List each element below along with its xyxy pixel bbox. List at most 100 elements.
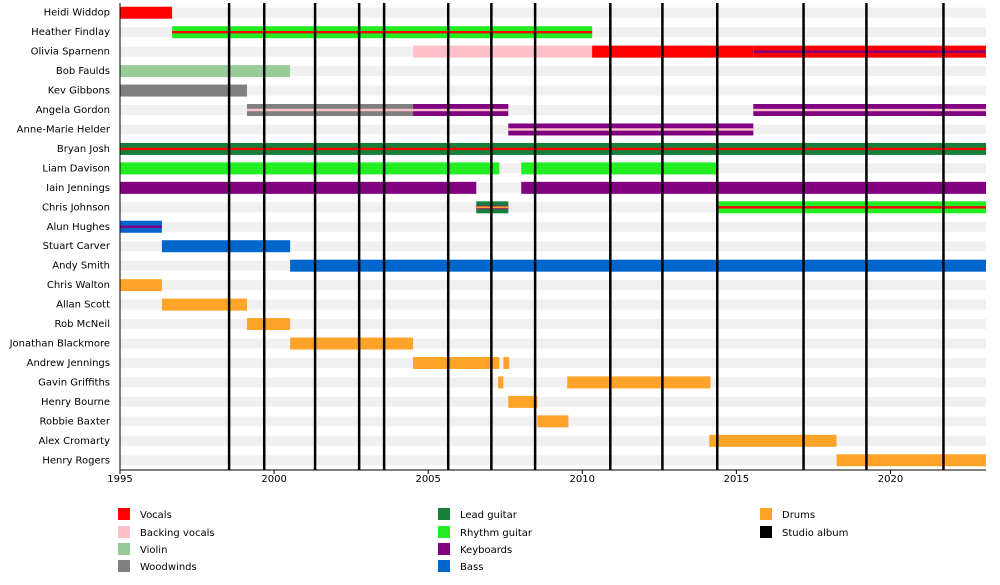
membership-bar	[120, 6, 173, 19]
member-name: Olivia Sparnenn	[31, 47, 110, 58]
member-name: Liam Davison	[42, 163, 110, 174]
role-stripe	[836, 454, 986, 467]
role-stripe	[120, 84, 247, 97]
member-name: Heidi Widdop	[44, 8, 110, 19]
role-stripe	[753, 108, 986, 112]
membership-bar	[120, 181, 477, 194]
row-background	[120, 241, 986, 252]
membership-bar	[120, 84, 247, 97]
role-stripe	[521, 162, 718, 175]
membership-bar	[413, 104, 509, 117]
role-stripe	[753, 50, 986, 53]
member-name: Stuart Carver	[43, 241, 111, 252]
role-stripe	[120, 162, 500, 175]
row-background	[120, 7, 986, 18]
x-tick-label: 2010	[570, 474, 595, 485]
role-stripe	[717, 206, 986, 209]
x-tick-label: 2005	[415, 474, 440, 485]
legend-label: Backing vocals	[140, 528, 215, 539]
member-name: Gavin Griffiths	[38, 377, 110, 388]
role-stripe	[498, 376, 504, 389]
membership-bar	[120, 142, 986, 155]
member-name: Allan Scott	[56, 300, 110, 311]
membership-bar	[753, 45, 986, 58]
member-name: Heather Findlay	[31, 27, 110, 38]
role-stripe	[120, 279, 162, 292]
membership-bar	[508, 123, 754, 136]
member-name: Angela Gordon	[36, 105, 110, 116]
member-name: Henry Bourne	[41, 397, 110, 408]
role-stripe	[246, 108, 414, 112]
member-name: Chris Johnson	[42, 202, 110, 213]
membership-bar	[161, 298, 247, 311]
legend-label: Keyboards	[460, 545, 512, 556]
member-name: Anne-Marie Helder	[17, 124, 111, 135]
member-name: Jonathan Blackmore	[9, 339, 110, 350]
membership-bar	[290, 337, 414, 350]
row-background	[120, 221, 986, 232]
member-name: Iain Jennings	[46, 183, 110, 194]
legend-swatch	[438, 543, 450, 555]
legend-swatch	[438, 560, 450, 572]
role-stripe	[508, 395, 538, 408]
membership-bar	[120, 279, 162, 292]
row-background	[120, 455, 986, 466]
role-stripe	[413, 356, 500, 369]
legend-label: Lead guitar	[460, 510, 518, 521]
role-stripe	[508, 128, 754, 131]
membership-bar	[161, 240, 291, 253]
row-background	[120, 396, 986, 407]
membership-bar	[717, 201, 986, 214]
membership-bar	[521, 181, 986, 194]
row-background	[120, 105, 986, 116]
row-background	[120, 299, 986, 310]
role-stripe	[120, 65, 291, 78]
role-stripe	[521, 181, 986, 194]
role-stripe	[537, 415, 569, 428]
membership-bar	[753, 104, 986, 117]
legend-label: Rhythm guitar	[460, 528, 533, 539]
row-background	[120, 338, 986, 349]
x-tick-label: 2000	[261, 474, 286, 485]
membership-bar	[413, 45, 593, 58]
member-name: Bob Faulds	[56, 66, 110, 77]
role-stripe	[567, 376, 711, 389]
member-name: Alex Cromarty	[38, 436, 110, 447]
membership-bar	[537, 415, 569, 428]
legend-swatch	[760, 508, 772, 520]
legend-swatch	[438, 508, 450, 520]
membership-bar	[508, 395, 538, 408]
legend-label: Drums	[782, 510, 815, 521]
role-stripe	[592, 45, 754, 58]
membership-bar	[567, 376, 711, 389]
legend-swatch	[118, 508, 130, 520]
row-background	[120, 435, 986, 446]
role-stripe	[120, 147, 986, 151]
membership-bar	[836, 454, 986, 467]
membership-bar	[413, 356, 500, 369]
member-name: Bryan Josh	[57, 144, 110, 155]
legend-swatch	[118, 560, 130, 572]
legend-label: Woodwinds	[140, 562, 197, 573]
legend-label: Bass	[460, 562, 483, 573]
row-background	[120, 377, 986, 388]
legend-swatch	[760, 526, 772, 538]
role-stripe	[161, 298, 247, 311]
membership-bar	[503, 356, 510, 369]
x-tick-label: 2015	[724, 474, 749, 485]
membership-bar	[246, 104, 414, 117]
member-name: Rob McNeil	[55, 319, 110, 330]
x-tick-label: 2020	[878, 474, 903, 485]
member-name: Robbie Baxter	[39, 416, 110, 427]
role-stripe	[413, 108, 509, 112]
member-name: Alun Hughes	[47, 222, 110, 233]
legend-swatch	[118, 526, 130, 538]
member-name: Henry Rogers	[42, 455, 110, 466]
row-background	[120, 357, 986, 368]
row-background	[120, 202, 986, 213]
row-background	[120, 280, 986, 291]
membership-bar	[521, 162, 718, 175]
membership-bar	[120, 65, 291, 78]
x-tick-label: 1995	[107, 474, 132, 485]
